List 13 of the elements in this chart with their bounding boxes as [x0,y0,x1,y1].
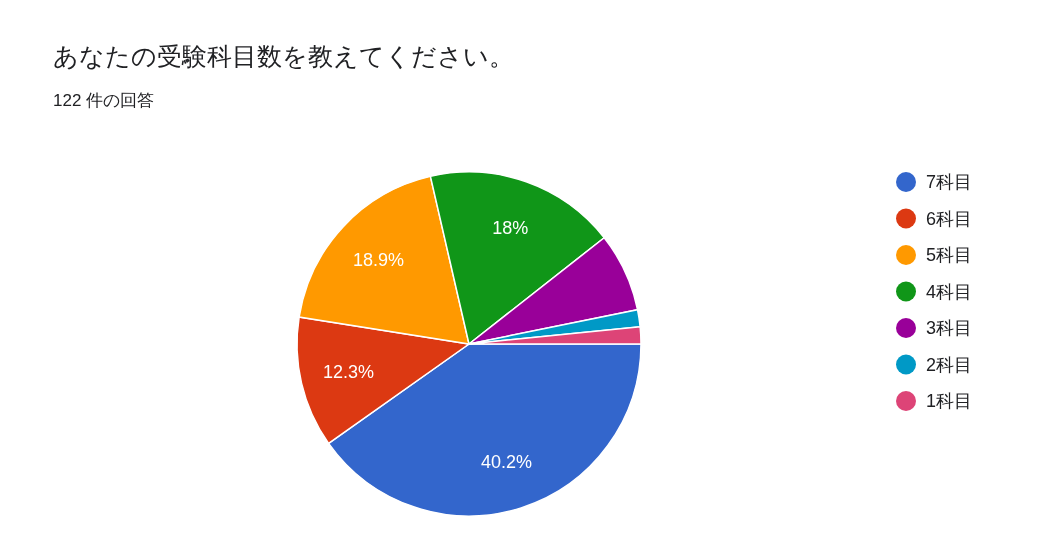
legend-label: 5科目 [926,245,973,266]
text: 122 件の回答 [53,91,155,110]
legend-label: 6科目 [926,208,973,229]
data-label: 40.2% [481,452,533,473]
data-label: 18.9% [352,249,404,270]
legend-label: 2科目 [926,354,973,375]
data-label: 18% [492,217,529,238]
data-label: 12.3% [322,362,374,383]
legend-label: 7科目 [926,172,973,193]
chart-title: あなたの受験科目数を教えてください。 [53,42,514,70]
legend-label: 1科目 [926,391,973,412]
legend-label: 3科目 [926,318,973,339]
legend-label: 4科目 [926,281,973,302]
